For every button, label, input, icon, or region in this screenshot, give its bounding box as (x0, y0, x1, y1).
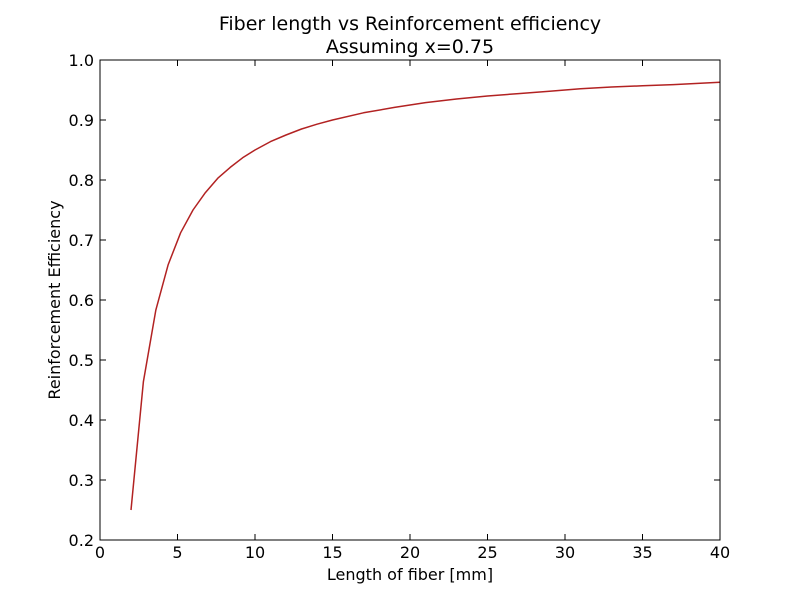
y-tick-label: 0.6 (69, 291, 94, 310)
x-tick-label: 0 (95, 543, 105, 562)
y-tick-label: 0.5 (69, 351, 94, 370)
y-tick-label: 0.7 (69, 231, 94, 250)
x-tick-label: 5 (172, 543, 182, 562)
x-axis-tick-labels: 0 5 10 15 20 25 30 35 40 (95, 543, 730, 562)
chart-title: Fiber length vs Reinforcement efficiency (219, 13, 601, 35)
y-tick-label: 0.8 (69, 171, 94, 190)
x-tick-label: 35 (632, 543, 652, 562)
x-tick-label: 30 (555, 543, 575, 562)
y-axis-label: Reinforcement Efficiency (45, 200, 64, 399)
y-tick-label: 0.3 (69, 471, 94, 490)
series-layer (130, 81, 721, 511)
y-tick-label: 0.4 (69, 411, 94, 430)
y-tick-label: 1.0 (69, 51, 94, 70)
y-axis-tick-labels: 0.2 0.3 0.4 0.5 0.6 0.7 0.8 0.9 1.0 (69, 51, 94, 550)
x-tick-label: 40 (710, 543, 730, 562)
x-tick-label: 15 (322, 543, 342, 562)
chart-subtitle: Assuming x=0.75 (326, 36, 494, 58)
y-tick-label: 0.9 (69, 111, 94, 130)
series-line (130, 81, 721, 511)
x-tick-label: 10 (245, 543, 265, 562)
x-tick-label: 25 (477, 543, 497, 562)
x-tick-label: 20 (400, 543, 420, 562)
x-axis-label: Length of fiber [mm] (327, 565, 493, 584)
y-tick-label: 0.2 (69, 531, 94, 550)
plot-area-frame (99, 59, 721, 541)
